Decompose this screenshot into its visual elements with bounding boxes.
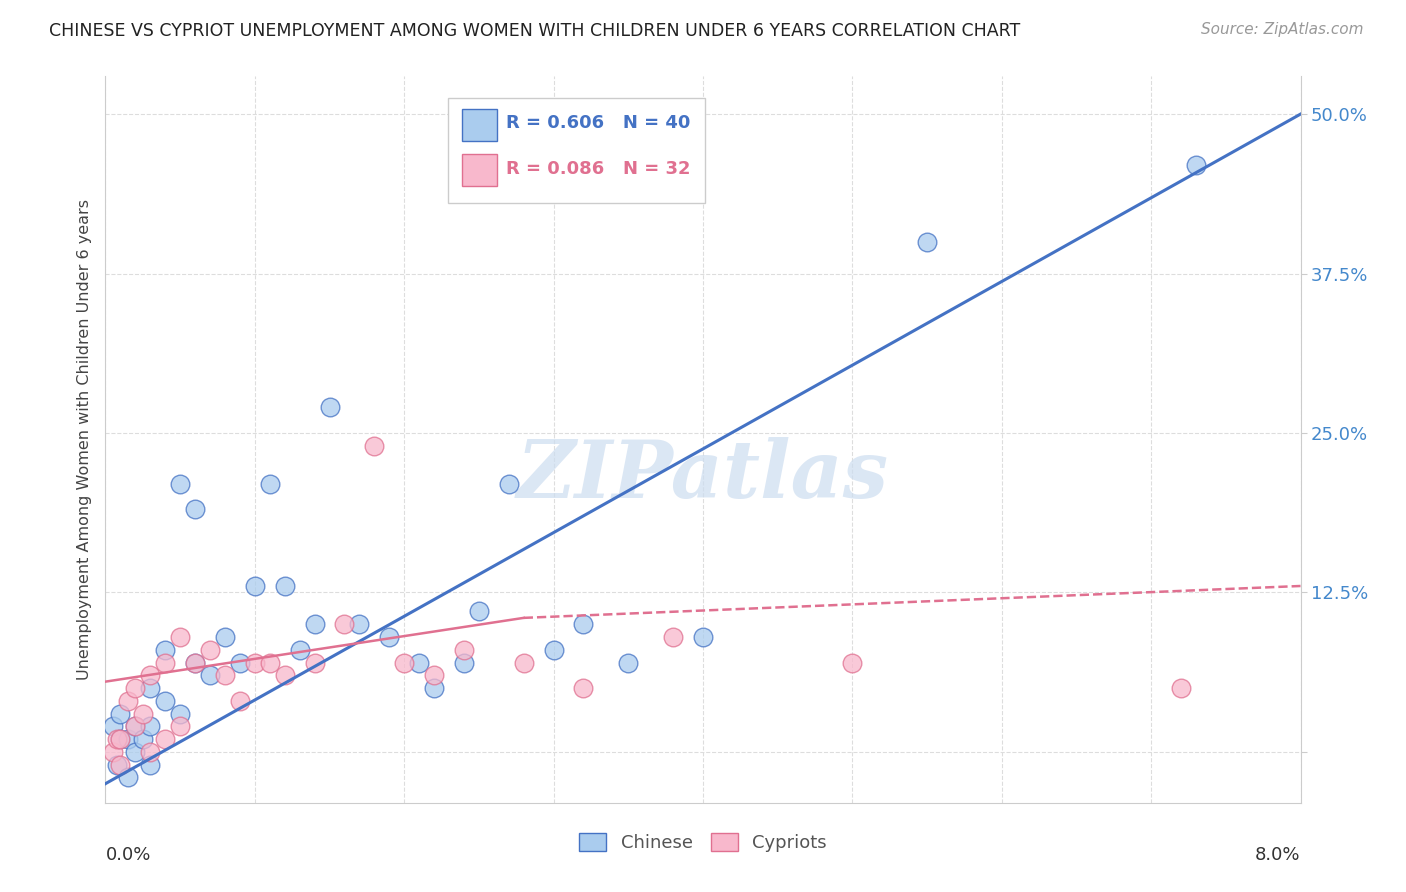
Point bbox=[692, 630, 714, 644]
FancyBboxPatch shape bbox=[449, 97, 706, 203]
Point bbox=[110, 732, 132, 747]
Text: ZIPatlas: ZIPatlas bbox=[517, 437, 889, 515]
Point bbox=[184, 656, 207, 670]
Point bbox=[392, 656, 416, 670]
Point bbox=[153, 694, 177, 708]
Point bbox=[363, 439, 385, 453]
Point bbox=[153, 656, 177, 670]
Point bbox=[198, 642, 221, 657]
Point bbox=[1185, 158, 1208, 172]
Point bbox=[229, 694, 252, 708]
Point bbox=[132, 706, 155, 721]
Point bbox=[153, 642, 177, 657]
Point bbox=[572, 681, 595, 695]
Point bbox=[243, 579, 266, 593]
Point bbox=[184, 656, 207, 670]
Point bbox=[132, 732, 155, 747]
Point bbox=[110, 706, 132, 721]
Y-axis label: Unemployment Among Women with Children Under 6 years: Unemployment Among Women with Children U… bbox=[76, 199, 91, 680]
Text: R = 0.606   N = 40: R = 0.606 N = 40 bbox=[506, 114, 690, 132]
Point bbox=[243, 656, 266, 670]
Point bbox=[617, 656, 640, 670]
Point bbox=[915, 235, 938, 249]
Point bbox=[214, 668, 236, 682]
Point bbox=[139, 681, 162, 695]
Point bbox=[513, 656, 536, 670]
Point bbox=[153, 732, 177, 747]
Point bbox=[273, 668, 295, 682]
Point bbox=[124, 745, 146, 759]
Point bbox=[468, 605, 491, 619]
Point bbox=[229, 656, 252, 670]
Point bbox=[453, 656, 475, 670]
Point bbox=[543, 642, 565, 657]
Point bbox=[841, 656, 863, 670]
Point bbox=[259, 477, 281, 491]
Text: 0.0%: 0.0% bbox=[105, 847, 150, 864]
FancyBboxPatch shape bbox=[461, 154, 498, 186]
Point bbox=[198, 668, 221, 682]
Point bbox=[139, 668, 162, 682]
Point bbox=[572, 617, 595, 632]
Point bbox=[124, 719, 146, 733]
Point bbox=[662, 630, 685, 644]
Text: R = 0.086   N = 32: R = 0.086 N = 32 bbox=[506, 160, 690, 178]
Point bbox=[117, 694, 139, 708]
Point bbox=[288, 642, 311, 657]
Point bbox=[117, 770, 139, 784]
Point bbox=[169, 706, 191, 721]
Point bbox=[107, 757, 129, 772]
Point bbox=[139, 745, 162, 759]
Point bbox=[101, 745, 124, 759]
Point bbox=[169, 477, 191, 491]
Point bbox=[110, 757, 132, 772]
Point bbox=[304, 617, 326, 632]
Point bbox=[214, 630, 236, 644]
Point bbox=[139, 719, 162, 733]
Point bbox=[124, 681, 146, 695]
Point bbox=[333, 617, 356, 632]
Point bbox=[453, 642, 475, 657]
Point bbox=[110, 732, 132, 747]
Point bbox=[408, 656, 430, 670]
Point bbox=[117, 732, 139, 747]
Point bbox=[139, 757, 162, 772]
Text: 8.0%: 8.0% bbox=[1256, 847, 1301, 864]
Point bbox=[423, 681, 446, 695]
Point bbox=[184, 502, 207, 516]
Point bbox=[273, 579, 295, 593]
Point bbox=[423, 668, 446, 682]
Point bbox=[124, 719, 146, 733]
Point bbox=[304, 656, 326, 670]
Point bbox=[378, 630, 401, 644]
FancyBboxPatch shape bbox=[461, 109, 498, 141]
Point bbox=[1170, 681, 1192, 695]
Point bbox=[498, 477, 520, 491]
Point bbox=[318, 401, 340, 415]
Text: CHINESE VS CYPRIOT UNEMPLOYMENT AMONG WOMEN WITH CHILDREN UNDER 6 YEARS CORRELAT: CHINESE VS CYPRIOT UNEMPLOYMENT AMONG WO… bbox=[49, 22, 1021, 40]
Legend: Chinese, Cypriots: Chinese, Cypriots bbox=[572, 825, 834, 859]
Text: Source: ZipAtlas.com: Source: ZipAtlas.com bbox=[1201, 22, 1364, 37]
Point bbox=[349, 617, 371, 632]
Point bbox=[107, 732, 129, 747]
Point bbox=[259, 656, 281, 670]
Point bbox=[169, 719, 191, 733]
Point bbox=[169, 630, 191, 644]
Point bbox=[101, 719, 124, 733]
